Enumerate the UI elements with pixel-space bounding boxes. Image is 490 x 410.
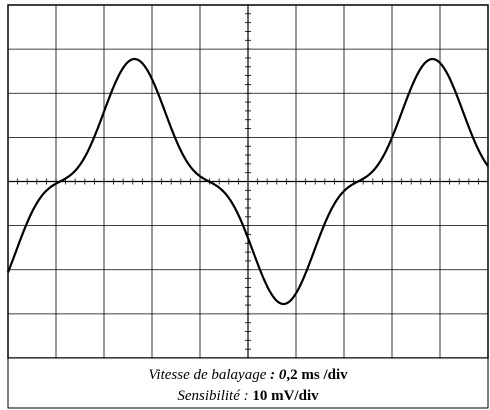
caption-text: : (266, 367, 279, 383)
caption-line: Sensibilité : 10 mV/div (177, 388, 319, 404)
waveform (6, 57, 489, 306)
caption-text: Sensibilité : (177, 388, 252, 404)
caption-line: Vitesse de balayage : 0,2 ms /div (148, 367, 348, 383)
caption-box (7, 357, 489, 409)
caption-text: Vitesse de balayage (148, 367, 266, 383)
caption-text: 10 mV/div (252, 388, 319, 404)
caption-text: 0 (279, 367, 287, 383)
caption-text: ,2 ms /div (286, 367, 348, 383)
